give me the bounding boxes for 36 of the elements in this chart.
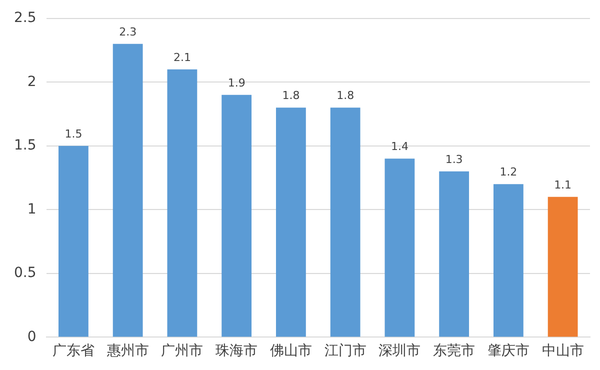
bar [167,69,198,337]
x-tick-label: 江门市 [324,343,366,360]
bar [330,108,360,337]
bar [276,108,306,337]
data-label: 2.1 [173,50,191,64]
x-tick-label: 深圳市 [378,343,421,360]
y-tick-label: 0.5 [14,265,36,282]
data-label: 1.4 [390,140,408,154]
bar [439,171,470,337]
data-label: 1.3 [445,152,463,166]
x-tick-label: 广州市 [161,343,204,360]
x-tick-label: 东莞市 [433,343,476,360]
y-tick-label: 1.5 [14,138,36,154]
x-tick-label: 肇庆市 [487,343,530,360]
data-label: 2.3 [119,25,137,38]
bar [493,184,524,337]
data-label: 1.1 [554,178,572,192]
x-tick-label: 广东省 [52,343,94,360]
bar [112,44,143,337]
bar [58,146,88,337]
y-tick-label: 2 [27,74,36,90]
data-label: 1.5 [64,127,82,140]
data-label: 1.2 [500,166,518,179]
data-label: 1.9 [228,76,246,90]
bar [384,158,415,337]
data-label: 1.8 [282,89,300,102]
bar [222,94,252,337]
y-tick-label: 0 [27,328,36,345]
y-tick-label: 1 [27,201,36,218]
x-tick-label: 佛山市 [270,343,312,360]
bar [548,196,578,337]
x-tick-label: 惠州市 [106,343,149,360]
y-tick-label: 2.5 [14,10,36,26]
x-tick-label: 珠海市 [216,343,258,360]
data-label: 1.8 [336,89,354,102]
x-tick-label: 中山市 [542,343,584,360]
